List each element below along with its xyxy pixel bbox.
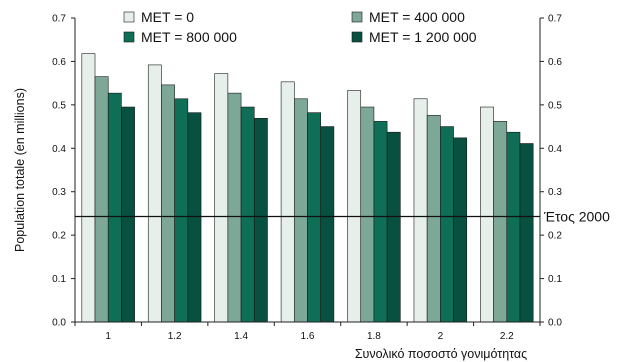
reference-line-group: Έτος 2000 (75, 208, 610, 224)
legend-swatch (123, 31, 135, 43)
legend-label: MET = 400 000 (369, 9, 465, 25)
legend: MET = 0 MET = 400 000 MET = 800 000 MET = 1… (123, 9, 477, 45)
left-y-ticks: 0.0 0.1 0.2 0.3 0.4 0.5 0.6 0.7 (52, 14, 75, 329)
bar-met-0-2.2 (480, 106, 494, 323)
bar-met-0-1.2 (147, 64, 162, 323)
axes-layer (74, 18, 541, 323)
y-axis-title: Population totale (en millions) (13, 88, 27, 252)
left-y-tick-label: 0.3 (52, 187, 66, 198)
x-tick-label: 2 (438, 331, 444, 342)
bar-met-1-200-000-1.6 (320, 126, 335, 323)
bar-met-0-1.4 (214, 73, 229, 323)
bar-met-400-000-1.8 (360, 106, 375, 323)
x-axis-title: Συνολικό ποσοστό γονιμότητας (355, 347, 527, 361)
bar-met-400-000-1 (94, 76, 109, 323)
legend-label: MET = 1 200 000 (369, 29, 477, 45)
left-y-tick-label: 0.0 (52, 318, 66, 329)
bar-met-800-000-2.2 (506, 131, 521, 323)
bar-met-400-000-1.2 (161, 84, 175, 323)
bar-met-0-1 (81, 53, 96, 323)
bar-met-800-000-1.2 (174, 98, 189, 323)
x-tick-label: 1.4 (234, 331, 248, 342)
bar-met-0-1.6 (280, 81, 295, 323)
bar-met-1-200-000-2.2 (519, 143, 534, 323)
legend-label: MET = 800 000 (141, 29, 237, 45)
right-y-tick-label: 0.6 (548, 57, 562, 68)
x-tick-label: 1.8 (367, 331, 381, 342)
right-y-tick-label: 0.3 (548, 187, 562, 198)
bar-met-1-200-000-2 (453, 137, 468, 323)
bar-met-800-000-1.6 (307, 112, 321, 323)
x-tick-label: 1.6 (301, 331, 315, 342)
bar-met-0-2 (413, 98, 428, 323)
bar-met-400-000-2.2 (493, 121, 508, 323)
right-y-tick-label: 0.1 (548, 274, 562, 285)
bar-met-400-000-1.4 (227, 92, 242, 323)
right-y-tick-label: 0.2 (548, 231, 562, 242)
left-y-tick-label: 0.5 (52, 100, 66, 111)
bar-met-1-200-000-1.2 (187, 112, 202, 323)
left-y-tick-label: 0.1 (52, 274, 66, 285)
right-y-ticks: 0.0 0.1 0.2 0.3 0.4 0.5 0.6 0.7 (540, 14, 562, 329)
right-y-tick-label: 0.4 (548, 144, 562, 155)
bar-met-1-200-000-1.4 (253, 118, 268, 323)
bar-met-1-200-000-1 (121, 106, 135, 323)
legend-swatch (351, 11, 363, 23)
reference-line-label: Έτος 2000 (543, 208, 610, 224)
x-tick-label: 1 (105, 331, 111, 342)
left-y-tick-label: 0.7 (52, 14, 66, 25)
right-y-tick-label: 0.7 (548, 14, 562, 25)
left-y-tick-label: 0.2 (52, 231, 66, 242)
bar-met-0-1.8 (347, 90, 362, 323)
x-tick-label: 2.2 (500, 331, 514, 342)
bar-met-800-000-2 (440, 126, 454, 323)
legend-swatch (351, 31, 363, 43)
bar-met-400-000-1.6 (293, 98, 308, 323)
bar-met-800-000-1 (107, 92, 122, 323)
bar-met-800-000-1.4 (240, 106, 255, 323)
bars-layer (81, 53, 534, 323)
x-tick-label: 1.2 (168, 331, 182, 342)
bar-met-1-200-000-1.8 (386, 131, 401, 323)
left-y-tick-label: 0.4 (52, 144, 66, 155)
x-ticks: 1 1.2 1.4 1.6 1.8 2 2.2 (74, 322, 541, 342)
right-y-tick-label: 0.5 (548, 100, 562, 111)
legend-label: MET = 0 (141, 9, 194, 25)
left-y-tick-label: 0.6 (52, 57, 66, 68)
bar-met-400-000-2 (426, 114, 441, 323)
legend-swatch (123, 11, 135, 23)
right-y-tick-label: 0.0 (548, 318, 562, 329)
bar-met-800-000-1.8 (373, 121, 388, 323)
